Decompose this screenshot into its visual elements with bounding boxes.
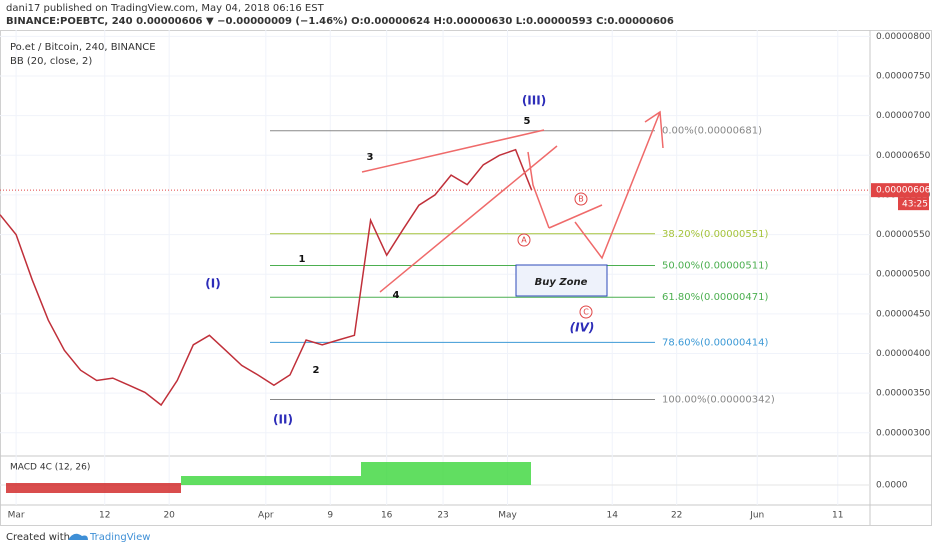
sub-wave-4: 4 xyxy=(393,290,400,301)
plot xyxy=(0,148,870,407)
wave-3: (III) xyxy=(522,94,546,108)
macd-area-pos2 xyxy=(361,462,531,485)
drawings xyxy=(361,110,664,293)
wave-a: A xyxy=(521,236,527,245)
macd-area-pos xyxy=(181,476,361,485)
indicator-label: BB (20, close, 2) xyxy=(10,56,92,67)
y-tick-label: 0.00000800 xyxy=(876,32,931,42)
y-tick-label: 0.00000450 xyxy=(876,309,931,319)
y-tick-label: 0.00000500 xyxy=(876,270,931,280)
wave-2: (II) xyxy=(273,413,293,427)
sub-wave-3: 3 xyxy=(367,152,374,163)
countdown-badge xyxy=(898,197,929,211)
y-tick-label: 0.00000400 xyxy=(876,349,931,359)
y-tick-label: 0.00000300 xyxy=(876,428,931,438)
fib-label: 50.00%(0.00000511) xyxy=(662,260,768,271)
wave-circles xyxy=(517,192,593,319)
x-tick-label: 22 xyxy=(671,511,682,521)
logo xyxy=(68,533,88,540)
x-tick-label: 23 xyxy=(437,511,448,521)
symbol-line: BINANCE:POEBTC, 240 0.00000606 ▼ −0.0000… xyxy=(6,16,674,27)
footer-brand: TradingView xyxy=(89,532,150,543)
wave-b: B xyxy=(578,195,584,204)
x-tick-label: Mar xyxy=(8,511,25,521)
x-tick-label: 14 xyxy=(606,511,618,521)
x-tick-label: 16 xyxy=(381,511,393,521)
fib-label: 100.00%(0.00000342) xyxy=(662,394,775,405)
sub-wave-2: 2 xyxy=(313,365,320,376)
buy-zone: Buy Zone xyxy=(535,277,588,288)
price-line xyxy=(0,148,533,407)
y-tick-label: 0.00000350 xyxy=(876,389,931,399)
fib-label: 0.00%(0.00000681) xyxy=(662,126,762,137)
pane-title: Po.et / Bitcoin, 240, BINANCE xyxy=(10,42,156,53)
countdown: 43:25 xyxy=(902,200,928,210)
x-tick-label: Jun xyxy=(749,511,764,521)
macd-tick: 0.0000 xyxy=(876,481,908,491)
last-price-badge xyxy=(871,183,929,198)
sub-wave-1: 1 xyxy=(299,254,306,265)
wave-c: C xyxy=(583,308,589,317)
y-tick-label: 0.00000700 xyxy=(876,111,931,121)
fib-label: 78.60%(0.00000414) xyxy=(662,337,768,348)
fib-label: 61.80%(0.00000471) xyxy=(662,292,768,303)
x-tick-label: 11 xyxy=(832,511,843,521)
x-tick-label: Apr xyxy=(258,511,274,521)
byline: dani17 published on TradingView.com, May… xyxy=(6,3,325,14)
wave-4: (IV) xyxy=(570,321,595,335)
sub-wave-5: 5 xyxy=(524,116,531,127)
x-tick-label: 12 xyxy=(99,511,110,521)
macd-title: MACD 4C (12, 26) xyxy=(10,463,90,473)
y-tick-label: 0.00000750 xyxy=(876,71,931,81)
last-price-label: 0.00000606 xyxy=(876,186,931,196)
x-tick-label: 20 xyxy=(163,511,175,521)
y-tick-label: 0.00000550 xyxy=(876,230,931,240)
y-tick-label: 0.00000650 xyxy=(876,151,931,161)
x-tick-label: 9 xyxy=(327,511,333,521)
footer-created: Created with xyxy=(6,532,70,543)
wave-1: (I) xyxy=(205,277,220,291)
buy-zone-box xyxy=(515,264,608,297)
macd-area-neg xyxy=(6,483,181,493)
x-tick-label: May xyxy=(498,511,517,521)
fib-label: 38.20%(0.00000551) xyxy=(662,229,768,240)
